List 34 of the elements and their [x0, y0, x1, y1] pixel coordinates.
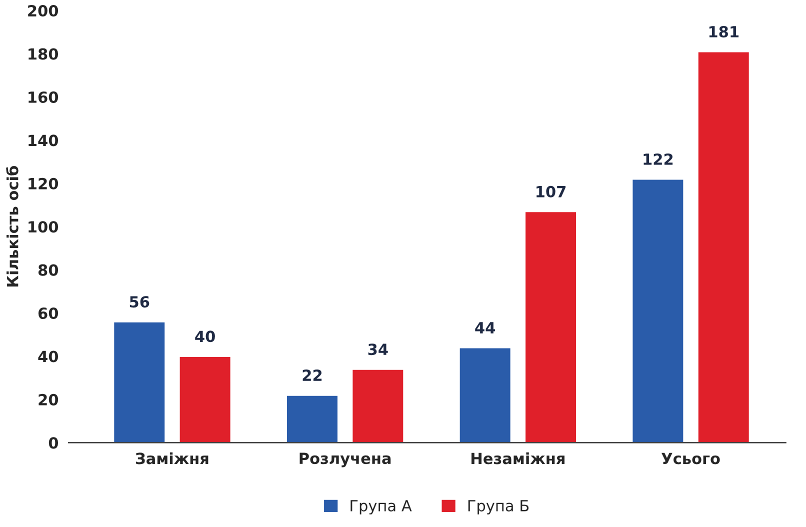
y-tick-label: 160: [28, 91, 58, 103]
data-label: 34: [368, 344, 388, 356]
bar: [458, 346, 512, 443]
x-tick-label: Незаміжня: [472, 452, 564, 464]
y-tick-label: 0: [48, 437, 58, 449]
y-tick-label: 120: [28, 178, 58, 190]
x-tick-label: Усього: [661, 452, 720, 464]
y-tick-label: 180: [28, 48, 58, 60]
x-tick-label: Розлучена: [300, 452, 391, 468]
y-tick-label: 60: [38, 308, 58, 320]
bar: [351, 368, 405, 443]
bar: [524, 210, 578, 443]
y-tick-label: 100: [28, 221, 58, 233]
data-label: 181: [709, 26, 739, 38]
y-tick-label: 40: [38, 350, 58, 362]
bar: [112, 320, 166, 443]
data-label: 22: [302, 370, 322, 381]
legend-label: Група Б: [468, 500, 529, 514]
bar: [697, 50, 750, 443]
y-axis-title: Кількість осіб: [6, 166, 18, 286]
data-label: 122: [644, 153, 673, 165]
data-label: 107: [536, 186, 566, 198]
data-label: 44: [475, 322, 496, 334]
data-label: 56: [130, 296, 150, 308]
y-tick-label: 80: [38, 264, 58, 276]
data-label: 40: [195, 330, 215, 342]
bar: [178, 356, 232, 443]
y-tick-label: 200: [28, 5, 58, 17]
bar: [631, 178, 685, 443]
y-tick-label: 20: [38, 394, 58, 406]
legend-label: Група А: [350, 500, 412, 514]
y-tick-label: 140: [28, 134, 58, 146]
x-tick-label: Заміжня: [136, 452, 208, 464]
bar: [286, 394, 339, 443]
